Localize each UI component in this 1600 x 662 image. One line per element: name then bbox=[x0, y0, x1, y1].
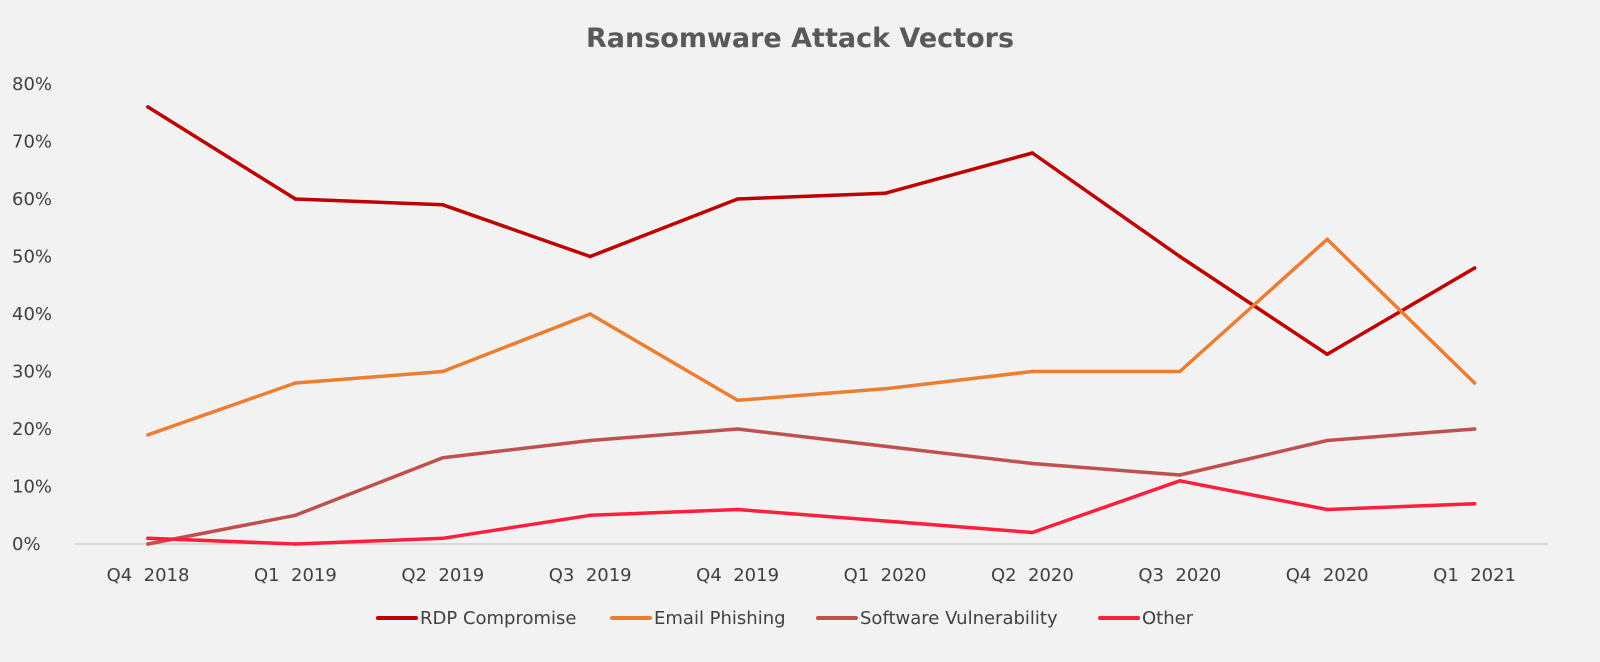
data-point-email-phishing bbox=[588, 312, 592, 316]
series-lines bbox=[146, 105, 1477, 546]
y-tick-label: 0% bbox=[12, 534, 41, 555]
y-tick-label: 30% bbox=[12, 362, 52, 383]
series-line-email-phishing bbox=[146, 237, 1477, 437]
data-point-other bbox=[441, 536, 445, 541]
series-line-other bbox=[146, 479, 1477, 546]
data-point-other bbox=[1030, 530, 1035, 535]
y-tick-label: 10% bbox=[12, 477, 52, 498]
series-line-rdp-compromise bbox=[146, 105, 1477, 357]
data-point-email-phishing bbox=[1472, 381, 1477, 385]
data-point-email-phishing bbox=[1178, 369, 1182, 374]
x-tick-label: Q3 2019 bbox=[549, 565, 632, 586]
data-point-rdp-compromise bbox=[441, 202, 445, 207]
data-point-software-vulnerability bbox=[441, 455, 445, 460]
y-tick-label: 60% bbox=[12, 189, 52, 210]
data-point-email-phishing bbox=[293, 381, 298, 385]
y-tick-label: 70% bbox=[12, 132, 52, 153]
data-point-email-phishing bbox=[883, 386, 887, 391]
y-axis-ticks: 0% 10% 20% 30% 40% 50% 60% 70% 80% bbox=[12, 74, 52, 555]
legend-label-other: Other bbox=[1142, 608, 1194, 629]
data-point-rdp-compromise bbox=[146, 105, 150, 109]
data-point-rdp-compromise bbox=[883, 191, 887, 196]
data-point-software-vulnerability bbox=[883, 444, 887, 449]
legend-label-email-phishing: Email Phishing bbox=[654, 608, 786, 629]
x-tick-label: Q1 2021 bbox=[1433, 565, 1516, 586]
data-point-software-vulnerability bbox=[1030, 461, 1035, 466]
data-point-software-vulnerability bbox=[1325, 438, 1329, 443]
data-point-other bbox=[293, 542, 298, 546]
legend: RDP Compromise Email Phishing Software Vul… bbox=[376, 608, 1194, 629]
data-point-rdp-compromise bbox=[293, 197, 298, 201]
x-tick-label: Q1 2020 bbox=[844, 565, 927, 586]
x-tick-label: Q4 2020 bbox=[1286, 565, 1369, 586]
data-point-email-phishing bbox=[441, 369, 445, 374]
x-tick-label: Q4 2018 bbox=[107, 565, 190, 586]
legend-label-software-vulnerability: Software Vulnerability bbox=[860, 608, 1058, 629]
data-point-software-vulnerability bbox=[1472, 427, 1477, 431]
data-point-software-vulnerability bbox=[735, 427, 740, 431]
y-tick-label: 20% bbox=[12, 419, 52, 440]
x-tick-label: Q2 2019 bbox=[401, 565, 484, 586]
chart-title: Ransomware Attack Vectors bbox=[586, 23, 1014, 54]
data-point-other bbox=[588, 513, 592, 518]
data-point-other bbox=[883, 519, 887, 523]
x-tick-label: Q2 2020 bbox=[991, 565, 1074, 586]
data-point-rdp-compromise bbox=[1178, 254, 1182, 259]
data-point-other bbox=[735, 507, 740, 512]
data-point-software-vulnerability bbox=[588, 438, 592, 443]
data-point-rdp-compromise bbox=[1325, 352, 1329, 357]
data-point-software-vulnerability bbox=[293, 513, 298, 518]
data-point-email-phishing bbox=[735, 398, 740, 403]
y-tick-label: 40% bbox=[12, 304, 52, 325]
y-tick-label: 80% bbox=[12, 74, 52, 95]
x-axis-ticks: Q4 2018 Q1 2019 Q2 2019 Q3 2019 Q4 2019 Q1 20… bbox=[107, 565, 1516, 586]
data-point-email-phishing bbox=[146, 432, 150, 437]
data-point-software-vulnerability bbox=[1178, 473, 1182, 477]
x-tick-label: Q4 2019 bbox=[696, 565, 779, 586]
data-point-software-vulnerability bbox=[146, 542, 150, 546]
legend-label-rdp-compromise: RDP Compromise bbox=[420, 608, 577, 629]
data-point-rdp-compromise bbox=[735, 197, 740, 201]
data-point-email-phishing bbox=[1325, 237, 1329, 242]
data-point-rdp-compromise bbox=[1472, 266, 1477, 270]
x-tick-label: Q1 2019 bbox=[254, 565, 337, 586]
x-tick-label: Q3 2020 bbox=[1138, 565, 1221, 586]
data-point-rdp-compromise bbox=[588, 254, 592, 259]
data-point-email-phishing bbox=[1030, 369, 1035, 374]
data-point-other bbox=[1325, 507, 1329, 512]
data-point-rdp-compromise bbox=[1030, 151, 1035, 155]
data-point-other bbox=[1178, 478, 1182, 483]
series-line-software-vulnerability bbox=[146, 427, 1477, 546]
data-point-other bbox=[146, 536, 150, 541]
data-point-other bbox=[1472, 501, 1477, 506]
y-tick-label: 50% bbox=[12, 247, 52, 268]
